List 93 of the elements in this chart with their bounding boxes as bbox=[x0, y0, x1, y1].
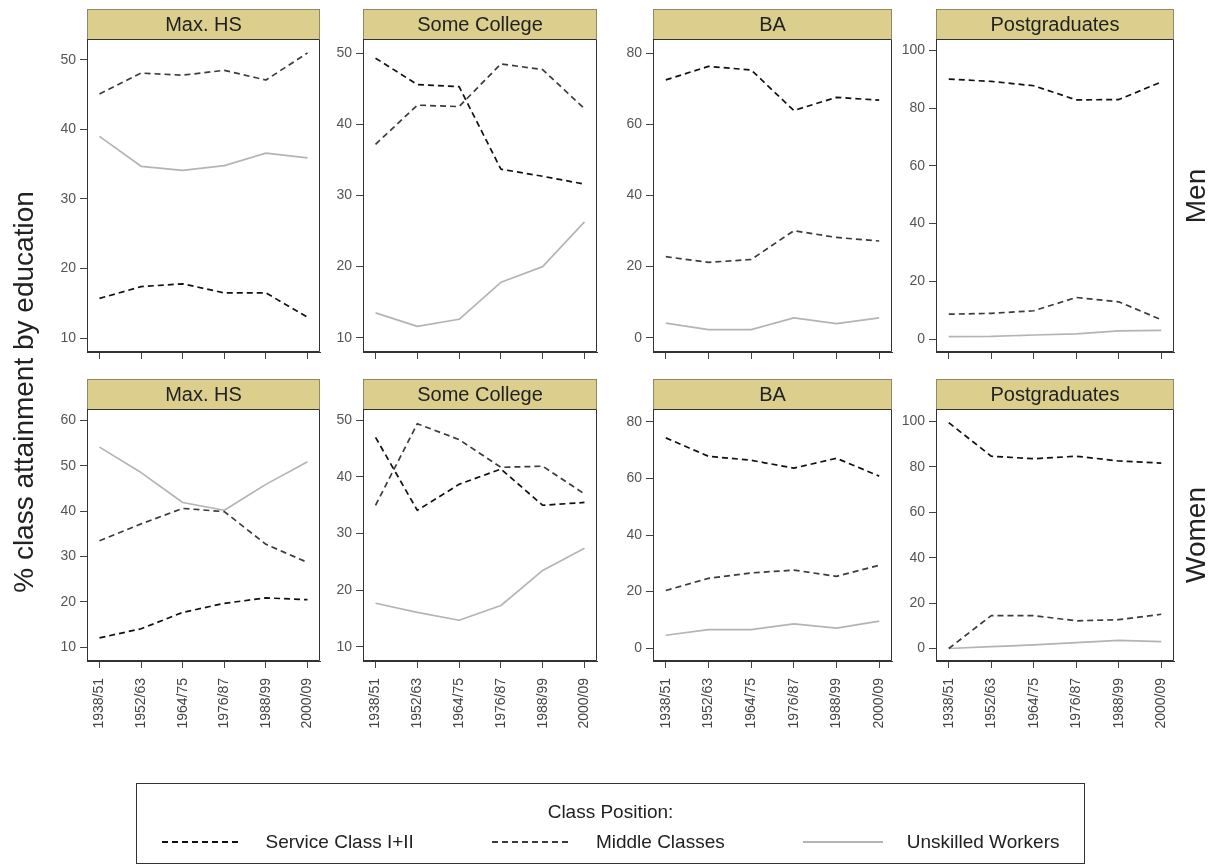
y-tick-label: 60 bbox=[909, 156, 926, 173]
y-tick-label: 10 bbox=[60, 638, 77, 655]
chart-title: BA bbox=[653, 9, 892, 39]
y-tick-label: 10 bbox=[60, 328, 77, 345]
chart-title: Max. HS bbox=[87, 9, 320, 39]
line-series bbox=[664, 437, 881, 477]
y-tick-label: 20 bbox=[336, 257, 353, 274]
y-tick-label: 30 bbox=[60, 189, 77, 206]
x-tick-label: 1938/51 bbox=[366, 677, 383, 729]
line-series bbox=[664, 564, 881, 592]
y-tick-label: 0 bbox=[917, 329, 926, 346]
x-tick-label: 2000/09 bbox=[575, 677, 592, 729]
legend-label: Unskilled Workers bbox=[906, 831, 1060, 853]
y-tick-label: 20 bbox=[60, 259, 77, 276]
text: Men bbox=[1180, 168, 1213, 223]
y-tick-label: 0 bbox=[917, 639, 926, 656]
y-tick-label: 50 bbox=[60, 456, 77, 473]
y-tick-label: 20 bbox=[909, 272, 926, 289]
x-tick-label: 2000/09 bbox=[298, 677, 315, 729]
x-tick-label: 1976/87 bbox=[1067, 677, 1084, 729]
chart-title: Postgraduates bbox=[936, 379, 1174, 409]
y-tick-label: 40 bbox=[336, 467, 353, 484]
x-tick-label: 1952/63 bbox=[131, 677, 148, 729]
y-tick-label: 80 bbox=[909, 457, 926, 474]
y-tick-label: 80 bbox=[909, 99, 926, 116]
x-tick-label: 1976/87 bbox=[491, 677, 508, 729]
x-tick-label: 1952/63 bbox=[699, 677, 716, 729]
line-series bbox=[98, 282, 309, 319]
x-tick-label: 1964/75 bbox=[173, 677, 190, 729]
y-tick-label: 10 bbox=[336, 328, 353, 345]
legend-title: Class Position: bbox=[546, 801, 675, 823]
x-tick-label: 1938/51 bbox=[656, 677, 673, 729]
legend-label: Middle Classes bbox=[595, 831, 725, 853]
legend-label: Service Class I+II bbox=[265, 831, 414, 853]
line-series bbox=[947, 613, 1163, 650]
y-tick-label: 20 bbox=[626, 582, 643, 599]
x-tick-label: 1988/99 bbox=[256, 677, 273, 729]
text: Women bbox=[1179, 487, 1212, 583]
y-tick-label: 0 bbox=[634, 328, 643, 345]
y-tick-label: 10 bbox=[336, 637, 353, 654]
y-tick-label: 40 bbox=[626, 525, 643, 542]
chart-title: Postgraduates bbox=[936, 9, 1174, 39]
line-series bbox=[664, 229, 881, 264]
y-tick-label: 40 bbox=[909, 214, 926, 231]
y-tick-label: 60 bbox=[909, 503, 926, 520]
line-series bbox=[98, 52, 309, 95]
chart-title: Some College bbox=[363, 9, 597, 39]
x-tick-label: 1976/87 bbox=[215, 677, 232, 729]
x-tick-label: 1988/99 bbox=[1109, 677, 1126, 729]
y-tick-label: 20 bbox=[626, 257, 643, 274]
y-tick-label: 20 bbox=[336, 581, 353, 598]
x-tick-label: 1988/99 bbox=[533, 677, 550, 729]
x-tick-label: 1938/51 bbox=[939, 677, 956, 729]
y-tick-label: 40 bbox=[626, 186, 643, 203]
x-tick-label: 2000/09 bbox=[870, 677, 887, 729]
y-tick-label: 80 bbox=[626, 44, 643, 61]
y-tick-label: 40 bbox=[60, 502, 77, 519]
y-tick-label: 60 bbox=[626, 469, 643, 486]
y-tick-label: 100 bbox=[901, 412, 926, 429]
y-tick-label: 30 bbox=[60, 547, 77, 564]
x-tick-label: 1964/75 bbox=[1024, 677, 1041, 729]
x-tick-label: 1952/63 bbox=[982, 677, 999, 729]
y-tick-label: 40 bbox=[909, 548, 926, 565]
chart-title: Some College bbox=[363, 379, 597, 409]
x-tick-label: 2000/09 bbox=[1152, 677, 1169, 729]
x-tick-label: 1988/99 bbox=[827, 677, 844, 729]
y-tick-label: 40 bbox=[60, 120, 77, 137]
line-series bbox=[98, 597, 309, 639]
y-tick-label: 50 bbox=[336, 411, 353, 428]
y-tick-label: 100 bbox=[901, 41, 926, 58]
chart-title: BA bbox=[653, 379, 892, 409]
y-tick-label: 50 bbox=[336, 44, 353, 61]
y-axis-title: % class attainment by education bbox=[7, 191, 40, 593]
x-tick-label: 1938/51 bbox=[90, 677, 107, 729]
line-series bbox=[374, 63, 586, 146]
y-tick-label: 80 bbox=[626, 412, 643, 429]
y-tick-label: 30 bbox=[336, 186, 353, 203]
y-tick-label: 50 bbox=[60, 50, 77, 67]
chart-title: Max. HS bbox=[87, 379, 320, 409]
x-tick-label: 1964/75 bbox=[742, 677, 759, 729]
y-tick-label: 20 bbox=[60, 592, 77, 609]
y-tick-label: 60 bbox=[60, 411, 77, 428]
line-series bbox=[664, 65, 881, 112]
y-tick-label: 0 bbox=[634, 639, 643, 656]
y-tick-label: 60 bbox=[626, 115, 643, 132]
x-tick-label: 1964/75 bbox=[449, 677, 466, 729]
line-series bbox=[947, 421, 1163, 464]
x-tick-label: 1976/87 bbox=[784, 677, 801, 729]
y-tick-label: 20 bbox=[909, 593, 926, 610]
y-tick-label: 40 bbox=[336, 115, 353, 132]
y-tick-label: 30 bbox=[336, 524, 353, 541]
x-tick-label: 1952/63 bbox=[408, 677, 425, 729]
line-series bbox=[374, 436, 586, 512]
